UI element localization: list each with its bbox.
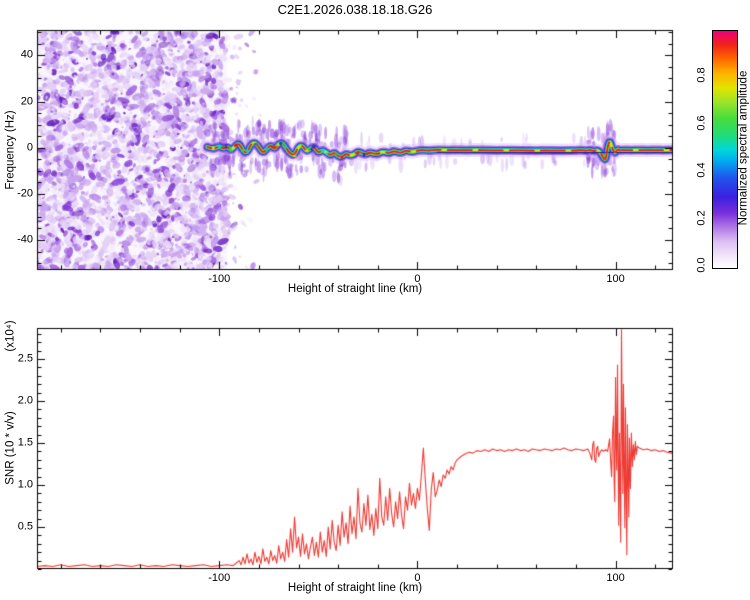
spectrogram-x-tick-label: -100 [208,273,231,285]
colorbar-tick-label: 0.0 [695,257,708,273]
spectrogram-y-tick-label: -40 [17,233,33,246]
snr-y-tick-label: 2.0 [17,394,33,407]
spectrogram-x-axis-label: Height of straight line (km) [287,283,423,295]
snr-x-axis-label: Height of straight line (km) [287,582,423,594]
colorbar-tick-label: 0.2 [695,209,708,226]
figure-title: C2E1.2026.038.18.18.G26 [277,2,433,17]
snr-x-tick-label: -100 [208,572,231,584]
snr-x-tick-label: 0 [414,572,421,584]
spectrogram-y-tick-label: 40 [20,48,33,61]
snr-y-tick-label: 2.5 [17,352,33,365]
spectrogram-x-tick-label: 100 [606,273,625,285]
snr-x-tick-label: 100 [606,572,625,584]
spectrogram-y-tick-label: -20 [17,187,33,200]
snr-y-tick-label: 0.5 [17,520,33,533]
colorbar-label: Normalized spectral amplitude [737,70,750,226]
spectrogram-x-tick-label: 0 [414,273,421,285]
colorbar-tick-label: 0.4 [695,162,708,178]
snr-y-tick-label: 1.0 [17,478,33,491]
spectrogram-y-tick-label: 0 [26,141,33,154]
snr-y-tick-label: 1.5 [17,436,33,449]
colorbar [712,30,738,269]
snr-y-scale-label: (x10⁴) [4,320,17,352]
spectrogram-y-tick-label: 20 [20,95,33,108]
snr-y-axis-label: SNR (10 * v/v) [4,411,17,485]
spectrogram-y-axis-label: Frequency (Hz) [4,110,17,190]
colorbar-tick-label: 0.6 [695,115,708,131]
colorbar-tick-label: 0.8 [695,67,708,84]
